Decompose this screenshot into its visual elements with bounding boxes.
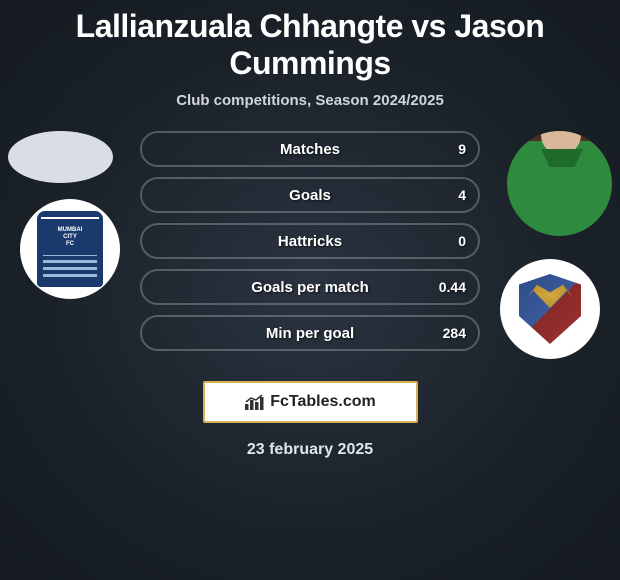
player2-club-badge bbox=[500, 259, 600, 359]
fctables-logo: FcTables.com bbox=[203, 381, 418, 423]
stat-value-right: 9 bbox=[458, 133, 466, 165]
comparison-panel: MUMBAICITYFC Matches 9 Goals 4 Hattricks bbox=[0, 131, 620, 361]
subtitle: Club competitions, Season 2024/2025 bbox=[0, 92, 620, 109]
player1-club-badge: MUMBAICITYFC bbox=[20, 199, 120, 299]
stat-value-right: 4 bbox=[458, 179, 466, 211]
stat-label: Goals bbox=[142, 179, 478, 211]
stat-label: Min per goal bbox=[142, 317, 478, 349]
stat-label: Goals per match bbox=[142, 271, 478, 303]
stat-row: Matches 9 bbox=[140, 131, 480, 167]
player2-avatar bbox=[507, 131, 612, 236]
stat-row: Goals per match 0.44 bbox=[140, 269, 480, 305]
player1-avatar bbox=[8, 131, 113, 183]
logo-text: FcTables.com bbox=[270, 393, 376, 411]
date-label: 23 february 2025 bbox=[0, 441, 620, 459]
stat-row: Hattricks 0 bbox=[140, 223, 480, 259]
stat-label: Matches bbox=[142, 133, 478, 165]
stat-value-right: 0 bbox=[458, 225, 466, 257]
stat-row: Min per goal 284 bbox=[140, 315, 480, 351]
page-title: Lallianzuala Chhangte vs Jason Cummings bbox=[0, 0, 620, 82]
stat-label: Hattricks bbox=[142, 225, 478, 257]
stat-row: Goals 4 bbox=[140, 177, 480, 213]
chart-icon bbox=[244, 393, 264, 411]
stat-value-right: 0.44 bbox=[439, 271, 466, 303]
stats-bars: Matches 9 Goals 4 Hattricks 0 Goals per … bbox=[140, 131, 480, 361]
stat-value-right: 284 bbox=[443, 317, 466, 349]
